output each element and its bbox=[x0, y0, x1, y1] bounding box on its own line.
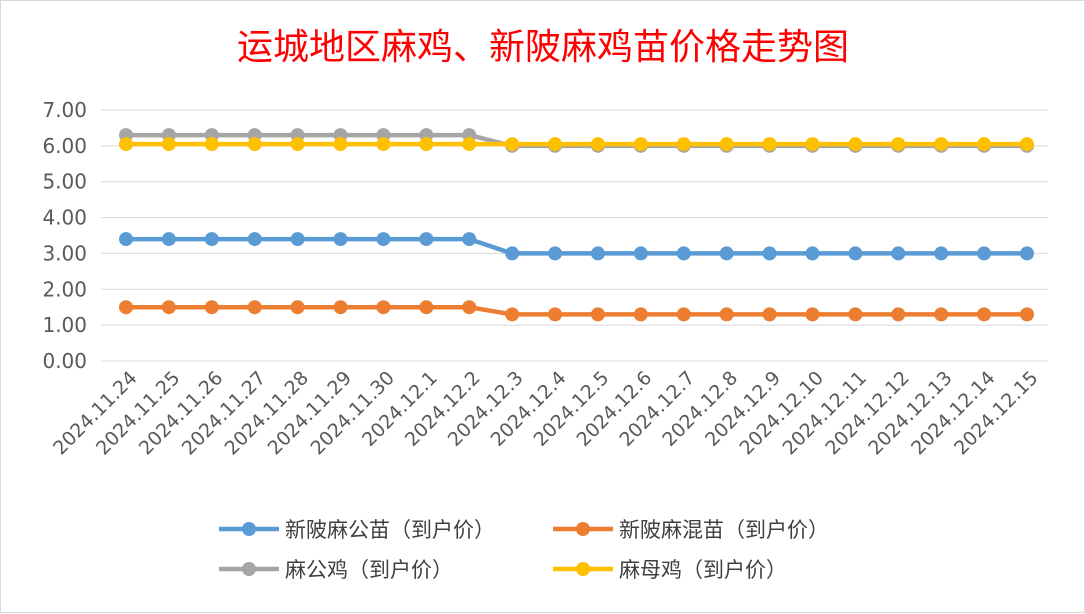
data-point bbox=[419, 300, 434, 315]
series-line bbox=[126, 236, 1027, 256]
data-point bbox=[633, 307, 648, 322]
data-point bbox=[590, 307, 605, 322]
data-point bbox=[462, 137, 477, 152]
data-point bbox=[934, 307, 949, 322]
data-point bbox=[505, 246, 520, 261]
data-point bbox=[204, 300, 219, 315]
legend-label: 麻母鸡（到户价） bbox=[619, 558, 787, 582]
data-point bbox=[719, 137, 734, 152]
data-point bbox=[376, 137, 391, 152]
data-point bbox=[119, 137, 133, 152]
data-point bbox=[376, 232, 391, 247]
x-axis-ticks: 2024.11.242024.11.252024.11.262024.11.27… bbox=[49, 367, 1042, 459]
series-3 bbox=[119, 137, 1034, 152]
data-point bbox=[762, 307, 777, 322]
legend-label: 新陂麻公苗（到户价） bbox=[285, 518, 495, 542]
data-point bbox=[376, 300, 391, 315]
legend-marker bbox=[242, 522, 256, 536]
data-point bbox=[333, 300, 348, 315]
data-point bbox=[119, 232, 133, 247]
y-tick-label: 3.00 bbox=[42, 241, 87, 265]
data-point bbox=[290, 300, 305, 315]
data-point bbox=[805, 246, 820, 261]
data-point bbox=[119, 300, 133, 315]
data-point bbox=[505, 307, 520, 322]
data-point bbox=[419, 137, 434, 152]
data-point bbox=[891, 246, 906, 261]
y-axis-ticks: 0.00 1.00 2.00 3.00 4.00 5.00 6.00 7.00 bbox=[42, 98, 87, 373]
data-point bbox=[548, 307, 563, 322]
data-point bbox=[676, 307, 691, 322]
legend-item: 新陂麻混苗（到户价） bbox=[553, 518, 829, 542]
data-point bbox=[719, 246, 734, 261]
data-point bbox=[333, 137, 348, 152]
data-point bbox=[419, 232, 434, 247]
legend-marker bbox=[242, 562, 256, 576]
data-point bbox=[161, 137, 176, 152]
data-point bbox=[161, 232, 176, 247]
data-point bbox=[247, 232, 262, 247]
data-point bbox=[462, 300, 477, 315]
data-point bbox=[462, 232, 477, 247]
series-0 bbox=[119, 232, 1034, 261]
data-point bbox=[204, 232, 219, 247]
data-point bbox=[161, 300, 176, 315]
legend-marker bbox=[576, 522, 590, 536]
series-group bbox=[119, 128, 1034, 322]
legend: 新陂麻公苗（到户价） 新陂麻混苗（到户价） 麻公鸡（到户价） 麻母鸡（到户价） bbox=[219, 518, 829, 582]
legend-item: 麻母鸡（到户价） bbox=[553, 558, 787, 582]
data-point bbox=[891, 137, 906, 152]
data-point bbox=[333, 232, 348, 247]
legend-item: 麻公鸡（到户价） bbox=[219, 558, 453, 582]
data-point bbox=[934, 246, 949, 261]
data-point bbox=[676, 246, 691, 261]
data-point bbox=[590, 246, 605, 261]
legend-marker bbox=[576, 562, 590, 576]
series-1 bbox=[119, 300, 1034, 322]
data-point bbox=[977, 246, 992, 261]
data-point bbox=[505, 137, 520, 152]
data-point bbox=[633, 137, 648, 152]
legend-item: 新陂麻公苗（到户价） bbox=[219, 518, 495, 542]
y-tick-label: 7.00 bbox=[42, 98, 87, 122]
data-point bbox=[848, 137, 863, 152]
data-point bbox=[676, 137, 691, 152]
data-point bbox=[762, 246, 777, 261]
data-point bbox=[247, 300, 262, 315]
series-line bbox=[126, 304, 1027, 317]
data-point bbox=[1020, 137, 1034, 152]
y-tick-label: 1.00 bbox=[42, 313, 87, 337]
chart-title: 运城地区麻鸡、新陂麻鸡苗价格走势图 bbox=[237, 27, 849, 68]
data-point bbox=[1020, 246, 1034, 261]
data-point bbox=[719, 307, 734, 322]
data-point bbox=[977, 307, 992, 322]
y-tick-label: 6.00 bbox=[42, 134, 87, 158]
data-point bbox=[977, 137, 992, 152]
data-point bbox=[247, 137, 262, 152]
legend-label: 新陂麻混苗（到户价） bbox=[619, 518, 829, 542]
y-tick-label: 4.00 bbox=[42, 206, 87, 230]
data-point bbox=[848, 246, 863, 261]
data-point bbox=[805, 137, 820, 152]
data-point bbox=[290, 232, 305, 247]
data-point bbox=[548, 246, 563, 261]
y-tick-label: 5.00 bbox=[42, 170, 87, 194]
data-point bbox=[891, 307, 906, 322]
data-point bbox=[290, 137, 305, 152]
y-tick-label: 2.00 bbox=[42, 277, 87, 301]
data-point bbox=[1020, 307, 1034, 322]
y-tick-label: 0.00 bbox=[42, 349, 87, 373]
data-point bbox=[204, 137, 219, 152]
data-point bbox=[934, 137, 949, 152]
data-point bbox=[548, 137, 563, 152]
data-point bbox=[762, 137, 777, 152]
data-point bbox=[805, 307, 820, 322]
data-point bbox=[633, 246, 648, 261]
data-point bbox=[590, 137, 605, 152]
legend-label: 麻公鸡（到户价） bbox=[285, 558, 453, 582]
data-point bbox=[848, 307, 863, 322]
